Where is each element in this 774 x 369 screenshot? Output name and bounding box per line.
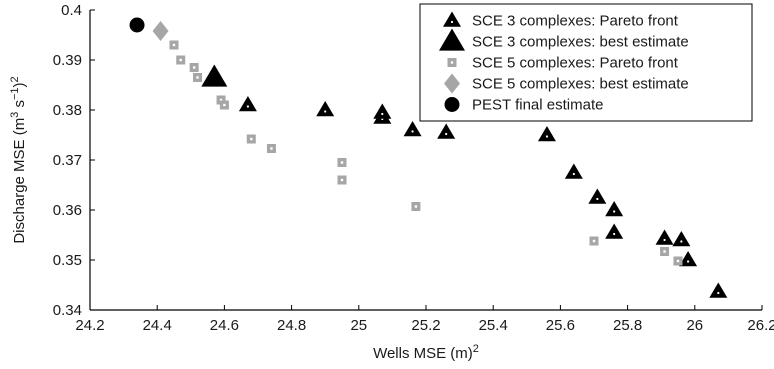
y-tick-label: 0.37	[53, 152, 82, 169]
data-point	[337, 158, 347, 167]
x-tick-label: 25	[350, 317, 367, 334]
series-group	[201, 64, 228, 87]
data-point	[216, 95, 226, 105]
y-tick-label: 0.34	[53, 302, 82, 319]
y-axis-title-superscript: −1	[9, 87, 21, 100]
data-point	[373, 103, 392, 119]
legend-label: SCE 5 complexes: Pareto front	[472, 55, 679, 72]
y-axis-title-superscript: 3	[9, 112, 21, 118]
x-tick-label: 24.8	[277, 317, 306, 334]
data-point	[403, 121, 422, 137]
x-tick-label: 25.2	[411, 317, 440, 334]
data-point	[437, 123, 456, 139]
data-points	[129, 17, 728, 298]
data-point	[655, 229, 674, 245]
x-tick-label: 24.2	[75, 317, 104, 334]
data-point	[129, 17, 145, 33]
data-point	[660, 247, 670, 256]
series-group	[129, 17, 145, 33]
legend-marker	[439, 28, 465, 51]
data-point	[588, 188, 607, 204]
data-point	[193, 73, 203, 82]
x-axis-title-text: Wells MSE (m)	[373, 345, 473, 362]
y-axis-title-text: )	[11, 82, 28, 87]
series-group	[152, 21, 169, 41]
legend-item: SCE 3 complexes: best estimate	[439, 28, 689, 51]
data-point	[201, 64, 228, 87]
x-axis-ticks: 24.2 24.4 24.6 24.8 25 25.2 25.4 25.6 25.8 26 26.2	[75, 305, 774, 334]
data-point	[709, 282, 728, 298]
data-point	[169, 40, 179, 50]
legend-label: SCE 3 complexes: best estimate	[472, 34, 689, 51]
x-tick-label: 24.4	[143, 317, 172, 334]
legend-box	[419, 3, 753, 122]
y-axis-title-text: s	[11, 100, 28, 112]
x-axis-title: Wells MSE (m)2	[373, 343, 479, 362]
legend-label: SCE 5 complexes: best estimate	[472, 76, 689, 93]
legend-marker	[444, 73, 460, 94]
x-axis-title-superscript: 2	[473, 343, 479, 355]
data-point	[605, 223, 624, 239]
x-tick-label: 26	[686, 317, 703, 334]
legend-marker	[447, 58, 457, 67]
data-point	[316, 101, 335, 117]
x-tick-label: 25.4	[479, 317, 508, 334]
data-point	[219, 100, 229, 110]
y-axis-title: Discharge MSE (m3 s−1)2	[9, 76, 28, 243]
legend-marker	[443, 11, 461, 27]
data-point	[679, 251, 698, 267]
x-tick-label: 25.8	[613, 317, 642, 334]
series-group	[238, 96, 728, 298]
data-point	[238, 96, 257, 112]
legend-marker	[444, 97, 460, 112]
data-point	[411, 202, 421, 211]
legend-items: SCE 3 complexes: Pareto front SCE 3 compl…	[439, 11, 689, 114]
data-point	[189, 63, 199, 72]
series-group	[169, 40, 683, 266]
data-point	[337, 175, 347, 185]
y-axis-ticks: 0.34 0.35 0.36 0.37 0.38 0.39 0.4	[53, 2, 95, 319]
legend-item: SCE 3 complexes: Pareto front	[443, 11, 679, 30]
data-point	[537, 126, 556, 142]
data-point	[589, 236, 599, 246]
data-point	[605, 201, 624, 217]
y-axis-title-superscript: 2	[9, 76, 21, 82]
y-tick-label: 0.39	[53, 52, 82, 69]
data-point	[176, 55, 186, 65]
legend-item: SCE 5 complexes: Pareto front	[447, 55, 679, 72]
data-point	[266, 144, 276, 153]
y-axis-title-text: Discharge MSE (m	[11, 118, 28, 244]
x-tick-label: 24.6	[210, 317, 239, 334]
plot-area: 24.2 24.4 24.6 24.8 25 25.2 25.4 25.6 25.8 26 26.2…	[53, 2, 774, 334]
legend-label: PEST final estimate	[472, 97, 603, 114]
y-tick-label: 0.35	[53, 252, 82, 269]
x-tick-label: 26.2	[747, 317, 774, 334]
legend: SCE 3 complexes: Pareto front SCE 3 compl…	[419, 3, 753, 122]
legend-item: PEST final estimate	[444, 97, 603, 114]
data-point	[152, 21, 169, 41]
data-point	[246, 134, 256, 144]
legend-item: SCE 5 complexes: best estimate	[444, 73, 689, 94]
y-tick-label: 0.4	[61, 2, 82, 19]
y-tick-label: 0.36	[53, 202, 82, 219]
x-tick-label: 25.6	[546, 317, 575, 334]
legend-label: SCE 3 complexes: Pareto front	[472, 13, 679, 30]
data-point	[564, 163, 583, 179]
data-point	[673, 256, 683, 266]
data-point	[672, 231, 691, 247]
y-tick-label: 0.38	[53, 102, 82, 119]
